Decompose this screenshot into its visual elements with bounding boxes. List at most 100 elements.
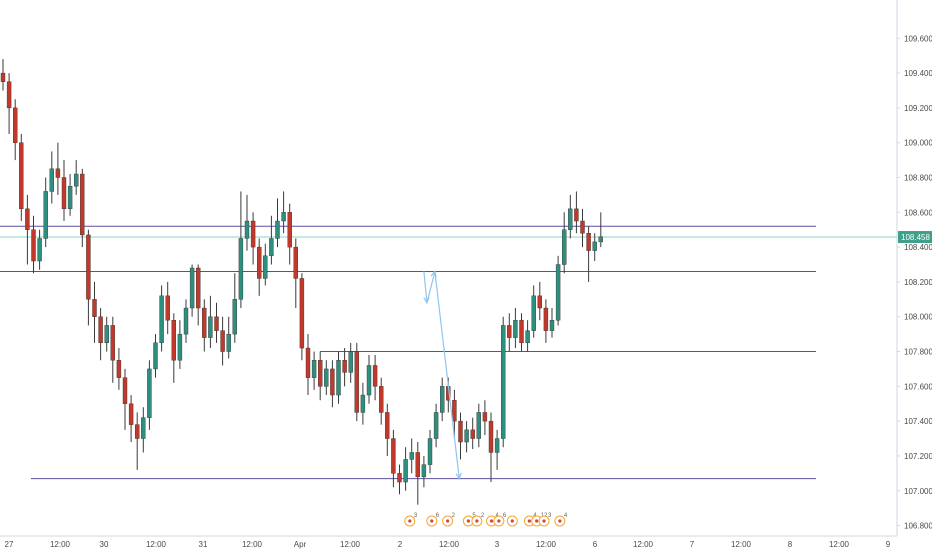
candle	[385, 403, 390, 456]
candle-body	[488, 420, 494, 453]
event-marker-dot	[558, 519, 562, 523]
price-axis[interactable]: 109.600 109.400 109.200 109.000 108.800 108.6…	[897, 34, 932, 531]
event-marker: 2	[442, 513, 456, 527]
candle	[141, 407, 146, 453]
event-marker: 3	[404, 513, 418, 527]
candle	[6, 73, 12, 134]
candle-body	[409, 452, 414, 460]
candle	[330, 360, 335, 408]
candle-body	[110, 325, 116, 361]
candle	[513, 308, 518, 349]
candle	[165, 281, 170, 335]
event-marker: 4	[554, 513, 568, 527]
event-marker: 2	[471, 513, 485, 527]
candle-body	[452, 400, 457, 422]
candle-body	[372, 365, 378, 387]
candle	[433, 403, 439, 448]
candle-body	[122, 377, 128, 404]
candle-body	[330, 368, 335, 396]
candle	[171, 313, 177, 383]
candle-body	[0, 72, 6, 82]
time-tick-label: 12:00	[829, 540, 850, 549]
projection-line	[423, 271, 460, 479]
candle	[409, 438, 414, 474]
candle	[122, 368, 128, 430]
event-marker-dot	[497, 519, 501, 523]
event-marker: 6	[426, 513, 440, 527]
candle-body	[525, 330, 530, 344]
candle-body	[379, 386, 384, 413]
candle	[348, 342, 353, 383]
candle-body	[80, 173, 85, 236]
candle	[482, 400, 488, 436]
candle	[531, 285, 536, 338]
candle	[220, 316, 225, 366]
candle-body	[208, 316, 213, 338]
candle-body	[464, 429, 469, 443]
candle	[311, 351, 317, 390]
candle	[104, 316, 109, 352]
candles	[0, 59, 603, 505]
candle-body	[513, 320, 518, 338]
event-marker-dot	[489, 519, 494, 523]
candle	[232, 273, 238, 343]
candle	[458, 412, 463, 460]
candle	[494, 429, 500, 470]
candle-body	[275, 220, 280, 239]
time-tick-label: 27	[5, 540, 14, 549]
event-marker-dot	[535, 519, 539, 523]
candle-body	[269, 238, 274, 257]
candle	[49, 151, 54, 204]
candle-body	[257, 246, 262, 279]
candle-body	[336, 360, 341, 396]
time-tick-label: 8	[788, 540, 793, 549]
candle	[501, 316, 506, 448]
candle	[25, 194, 30, 265]
candle-body	[592, 241, 597, 251]
candle	[159, 285, 164, 352]
candle-body	[562, 229, 567, 265]
candle-body	[403, 459, 408, 483]
candle-body	[385, 412, 390, 439]
candle-body	[287, 212, 292, 248]
candle-body	[519, 320, 524, 344]
price-tick-label: 108.800	[904, 174, 932, 183]
event-marker-dot	[542, 519, 546, 523]
candle-body	[555, 264, 561, 321]
candle	[238, 191, 244, 309]
event-marker: 3	[538, 513, 552, 527]
price-tick-label: 108.000	[904, 313, 932, 322]
candle	[549, 308, 555, 338]
candle	[598, 212, 603, 248]
candle	[440, 377, 445, 422]
event-marker-count: 6	[503, 513, 507, 519]
candle	[189, 264, 195, 317]
candle-body	[263, 255, 268, 279]
candle-body	[318, 360, 323, 387]
projection-arrow	[423, 270, 462, 480]
candle-body	[305, 347, 311, 378]
candle-body	[244, 220, 250, 239]
candle	[366, 355, 372, 404]
candle-body	[507, 325, 512, 338]
candle	[128, 395, 134, 443]
candle	[592, 233, 597, 262]
candle	[354, 342, 359, 422]
price-tick-label: 109.400	[904, 69, 932, 78]
candle	[73, 160, 79, 195]
price-tick-label: 109.200	[904, 104, 932, 113]
candle	[134, 412, 140, 470]
price-tick-label: 107.400	[904, 417, 932, 426]
event-marker-dot	[446, 519, 450, 523]
current-price-badge-label: 108.458	[901, 233, 930, 242]
candle	[257, 238, 262, 296]
price-tick-label: 108.200	[904, 278, 932, 287]
candle-body	[501, 325, 506, 439]
time-axis[interactable]: 27 12:00 30 12:00 31 12:00 Apr 12:00 2 12:00 3 12:0…	[5, 540, 891, 549]
event-marker: 6	[493, 513, 507, 527]
candle-body	[86, 234, 91, 300]
candle-body	[537, 295, 542, 309]
candle-body	[92, 299, 97, 317]
candle-body	[128, 403, 134, 425]
